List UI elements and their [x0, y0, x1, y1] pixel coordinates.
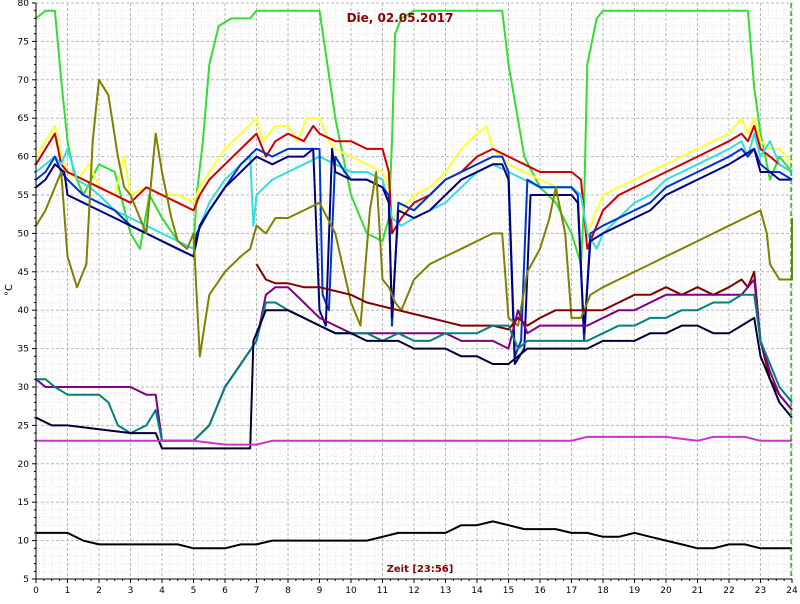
series-line-13: [36, 520, 792, 550]
x-tick-label: 14: [471, 586, 483, 596]
y-tick-label: 80: [18, 0, 30, 9]
series-line-11: [35, 309, 793, 450]
x-tick-label: 16: [534, 586, 546, 596]
y-tick-label: 75: [18, 37, 29, 47]
series-line-8: [255, 263, 793, 411]
y-tick-label: 30: [18, 383, 30, 393]
x-tick-label: 2: [96, 586, 102, 596]
y-tick-label: 10: [18, 537, 30, 547]
x-tick-label: 17: [566, 586, 577, 596]
y-tick-label: 40: [18, 306, 30, 316]
y-tick-label: 65: [18, 114, 29, 124]
y-tick-label: 60: [18, 153, 30, 163]
x-tick-label: 4: [159, 586, 165, 596]
series-layer: [35, 9, 793, 550]
x-tick-label: 19: [629, 586, 641, 596]
x-tick-label: 18: [597, 586, 609, 596]
x-tick-label: 11: [377, 586, 388, 596]
series-line-6: [35, 147, 792, 365]
y-tick-label: 35: [18, 345, 29, 355]
x-tick-label: 0: [33, 586, 39, 596]
series-line-10: [36, 293, 793, 442]
y-tick-label: 25: [18, 421, 29, 431]
x-tick-label: 24: [786, 586, 798, 596]
x-axis-label: Zeit [23:56]: [387, 564, 454, 575]
x-tick-label: 7: [254, 586, 260, 596]
x-tick-label: 6: [222, 586, 228, 596]
series-line-7: [35, 78, 793, 358]
chart-title: Die, 02.05.2017: [347, 11, 454, 25]
y-axis-label: °C: [4, 284, 15, 296]
y-tick-label: 70: [18, 76, 30, 86]
series-line-12: [36, 435, 792, 446]
x-tick-label: 21: [692, 586, 703, 596]
x-tick-label: 20: [660, 586, 672, 596]
y-tick-label: 55: [18, 191, 29, 201]
x-tick-label: 8: [285, 586, 291, 596]
x-tick-label: 5: [191, 586, 197, 596]
y-tick-label: 45: [18, 268, 29, 278]
y-tick-label: 15: [18, 498, 29, 508]
x-tick-label: 12: [408, 586, 419, 596]
x-tick-label: 10: [345, 586, 357, 596]
y-tick-label: 20: [18, 460, 30, 470]
x-tick-label: 23: [755, 586, 766, 596]
x-tick-label: 1: [65, 586, 71, 596]
y-tick-label: 50: [18, 229, 30, 239]
series-line-9: [35, 278, 793, 442]
x-tick-label: 22: [723, 586, 734, 596]
series-line-1: [35, 9, 793, 266]
series-line-3: [35, 124, 793, 250]
x-tick-label: 3: [128, 586, 134, 596]
x-tick-label: 15: [503, 586, 514, 596]
y-tick-label: 5: [23, 575, 29, 585]
x-tick-label: 13: [440, 586, 451, 596]
x-tick-label: 9: [317, 586, 323, 596]
